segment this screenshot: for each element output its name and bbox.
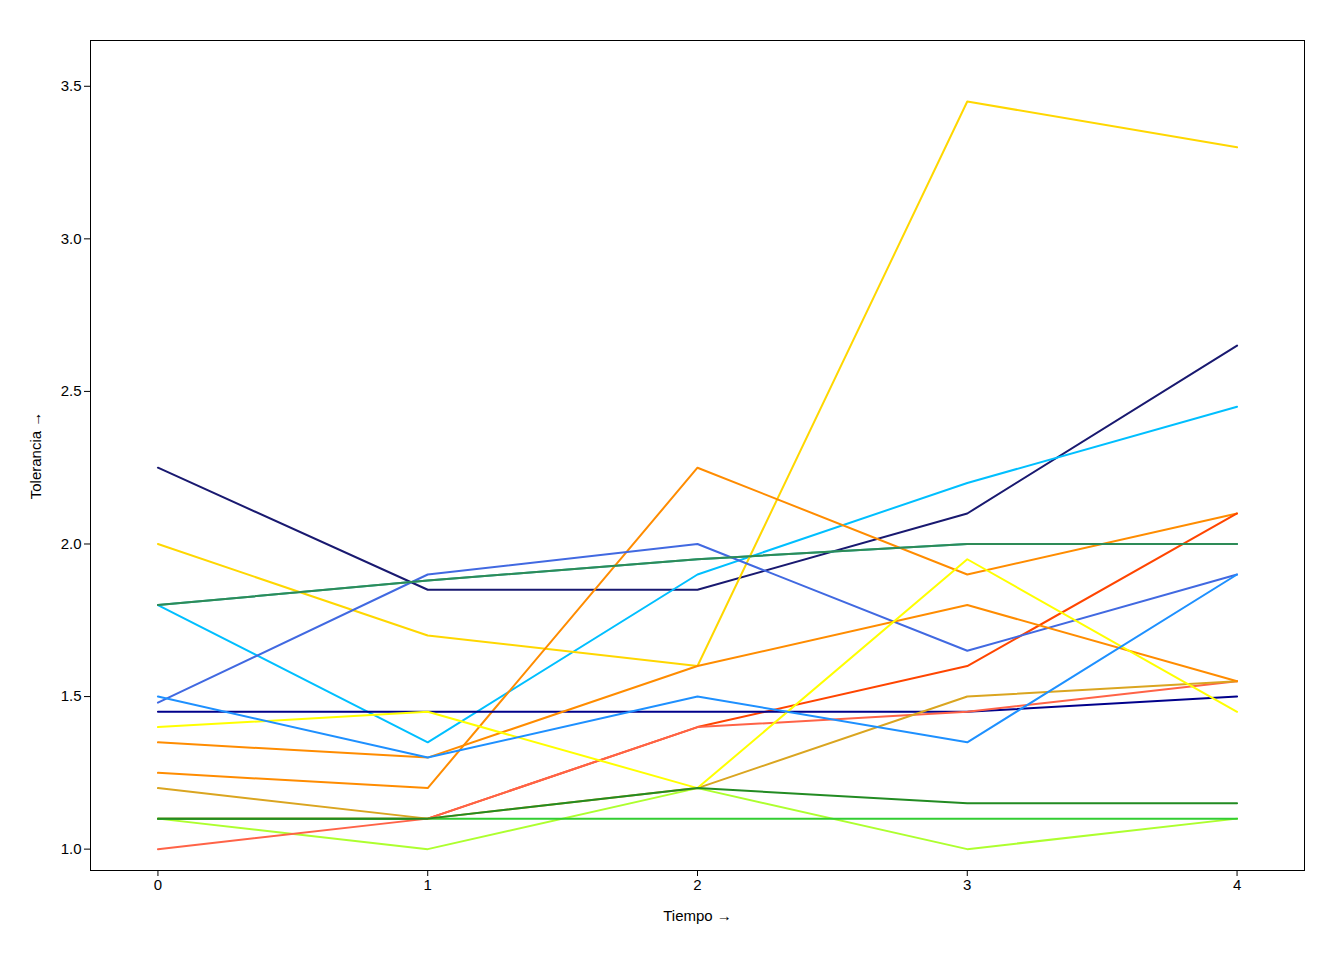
svg-text:2.5: 2.5 — [61, 382, 82, 399]
svg-text:0: 0 — [154, 876, 162, 893]
svg-text:1.5: 1.5 — [61, 687, 82, 704]
svg-text:3.5: 3.5 — [61, 77, 82, 94]
svg-text:3: 3 — [963, 876, 971, 893]
svg-text:3.0: 3.0 — [61, 230, 82, 247]
svg-text:1: 1 — [424, 876, 432, 893]
svg-text:1.0: 1.0 — [61, 840, 82, 857]
svg-text:Tolerancia →: Tolerancia → — [27, 412, 44, 500]
svg-text:Tiempo →: Tiempo → — [663, 907, 732, 924]
svg-text:4: 4 — [1233, 876, 1241, 893]
svg-text:2: 2 — [693, 876, 701, 893]
svg-text:2.0: 2.0 — [61, 535, 82, 552]
